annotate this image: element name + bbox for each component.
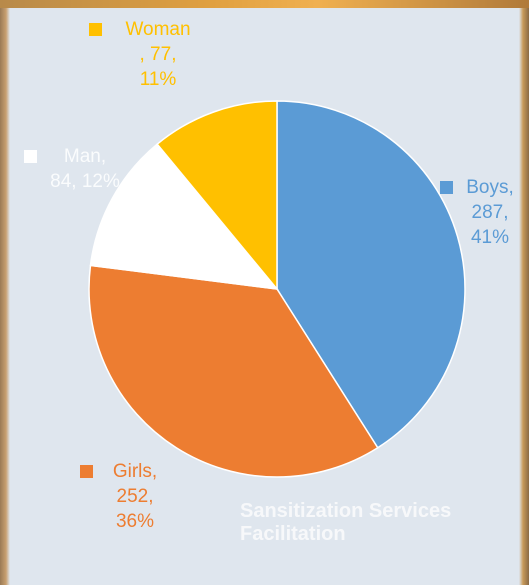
pie-slice — [89, 143, 279, 290]
data-label: Boys, 287, 41% — [466, 177, 514, 248]
pie-slice — [88, 264, 379, 478]
legend-marker — [24, 150, 37, 163]
pie-slice — [276, 100, 466, 449]
data-label: Woman , 77, 11% — [125, 19, 191, 90]
chart-title: Sansitization Services Facilitation — [240, 500, 452, 545]
data-label: Man, 84, 12% — [50, 146, 120, 192]
legend-marker — [440, 181, 453, 194]
legend-marker — [89, 23, 102, 36]
data-label: Girls, 252, 36% — [112, 461, 158, 532]
legend-marker — [80, 465, 93, 478]
pie-slice — [156, 100, 278, 292]
